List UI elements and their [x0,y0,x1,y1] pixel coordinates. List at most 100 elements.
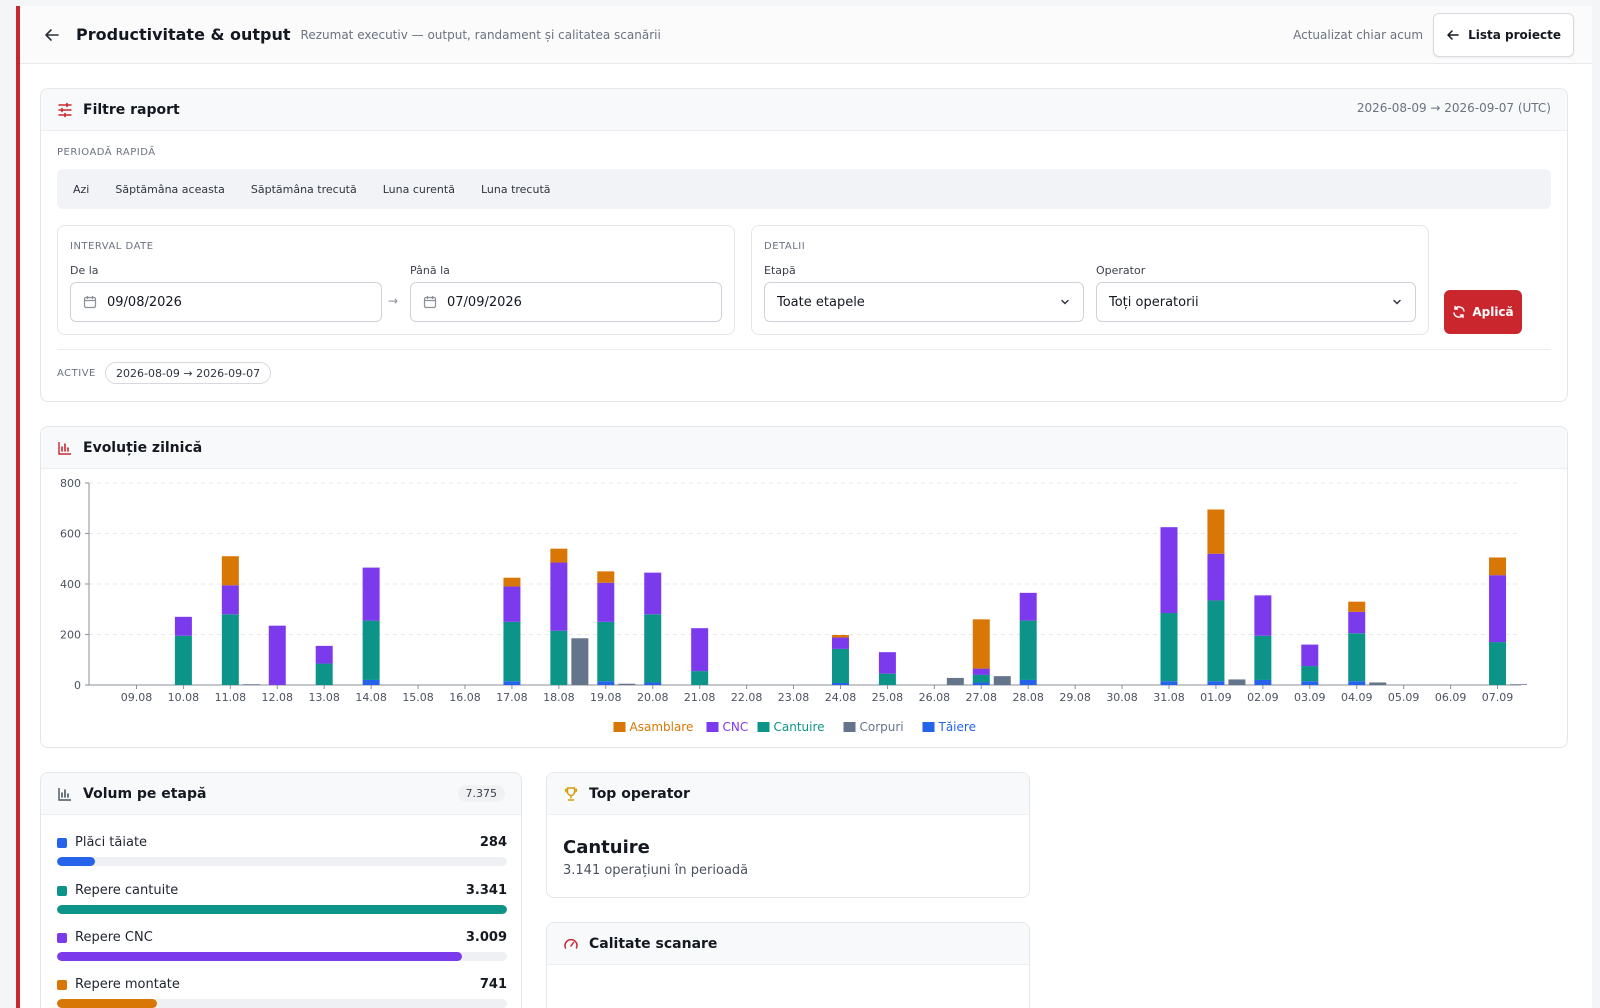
bar-segment [1489,557,1507,576]
bar-segment [878,652,896,674]
bar-segment [691,671,709,685]
volume-progress-fill [57,857,96,866]
daily-evolution-title: Evoluție zilnică [83,439,203,456]
filters-card: Filtre raport 2026-08-09 → 2026-09-07 (U… [40,88,1568,402]
updated-status: Actualizat chiar acum [1293,27,1424,42]
daily-evolution-header: Evoluție zilnică [41,427,1567,469]
legend-swatch [706,722,719,732]
active-filter-chip[interactable]: 2026-08-09 → 2026-09-07 [105,362,272,384]
volume-item-label: Repere CNC [75,930,153,945]
bar-segment [1019,679,1037,685]
x-tick-label: 07.09 [1482,691,1514,704]
quick-period-bar: Azi Săptămâna aceasta Săptămâna trecută … [57,169,1551,209]
bar-segment [597,681,615,685]
quick-last-month-button[interactable]: Luna trecută [480,182,551,196]
volume-total-badge: 7.375 [457,785,505,802]
quick-this-week-button[interactable]: Săptămâna aceasta [115,182,225,196]
x-tick-label: 10.08 [168,691,200,704]
volume-item: Repere CNC 3.009 [57,930,507,961]
x-tick-label: 24.08 [825,691,857,704]
volume-swatch [57,837,67,848]
active-caption: ACTIVE [57,368,96,379]
app-window: Productivitate & output Rezumat executiv… [16,6,1592,1008]
x-tick-label: 28.08 [1012,691,1043,704]
bar-segment [174,616,192,636]
volume-header: Volum pe etapă [41,773,521,815]
bar-segment [503,577,521,587]
bar-segment [1254,635,1272,680]
legend-label: Cantuire [774,720,825,734]
bar-segment [221,556,239,586]
bar-segment [315,645,333,664]
y-tick-label: 0 [74,679,81,692]
details-group: DETALII Etapă Toate etapele Operator Toț… [751,225,1429,335]
x-tick-label: 03.09 [1294,691,1326,704]
quick-today-button[interactable]: Azi [73,182,90,196]
y-tick-label: 400 [60,578,81,591]
to-label: Până la [410,264,450,277]
bar-segment [831,648,849,683]
bar-segment [1207,509,1225,554]
bar-segment [571,638,589,685]
x-tick-label: 19.08 [590,691,622,704]
bar-segment [1207,600,1225,682]
volume-item-value: 741 [479,977,507,992]
x-tick-label: 02.09 [1247,691,1279,704]
back-arrow-icon[interactable] [40,23,64,47]
x-tick-label: 11.08 [215,691,247,704]
from-date-input[interactable]: 09/08/2026 [70,282,382,322]
bar-segment [550,630,568,685]
volume-item: Repere cantuite 3.341 [57,883,507,914]
bar-segment [972,668,990,675]
projects-list-label: Lista proiecte [1468,27,1561,42]
quick-period-caption: PERIOADĂ RAPIDĂ [57,147,156,158]
bar-segment [242,684,260,685]
legend-label: Corpuri [860,720,904,734]
bar-chart-icon [58,787,71,801]
x-tick-label: 17.08 [496,691,528,704]
legend-label: Asamblare [630,720,694,734]
volume-progress-track [57,952,507,961]
bar-segment [362,679,380,685]
bar-segment [1301,644,1319,667]
volume-progress-fill [57,905,507,914]
top-operator-header: Top operator [547,773,1029,815]
stage-select[interactable]: Toate etapele [764,282,1084,322]
volume-item-value: 284 [479,835,507,850]
operator-select-value: Toți operatorii [1109,294,1199,310]
quick-this-month-button[interactable]: Luna curentă [382,182,455,196]
bar-segment [503,586,521,622]
scan-quality-title: Calitate scanare [589,935,718,952]
volume-swatch [57,932,67,943]
volume-progress-fill [57,952,462,961]
operator-select[interactable]: Toți operatorii [1096,282,1416,322]
range-display: 2026-08-09 → 2026-09-07 (UTC) [1356,101,1551,115]
x-tick-label: 26.08 [919,691,951,704]
projects-list-button[interactable]: Lista proiecte [1433,12,1574,57]
bar-segment [946,677,964,685]
x-tick-label: 31.08 [1153,691,1185,704]
bar-segment [993,676,1011,685]
volume-item: Repere montate 741 [57,977,507,1008]
bar-segment [315,663,333,685]
page-subtitle: Rezumat executiv — output, randament și … [300,27,661,42]
bar-segment [972,674,990,683]
quick-last-week-button[interactable]: Săptămâna trecută [250,182,357,196]
x-tick-label: 14.08 [355,691,387,704]
daily-evolution-chart: 0 200 400 600 800 09.08 10.08 11.08 12.08 13.08 14… [60,477,1528,734]
volume-item-label: Plăci tăiate [75,835,148,850]
sliders-icon [58,102,72,117]
bar-segment [1019,592,1037,621]
bar-segment [831,635,849,638]
bar-segment [618,683,636,685]
x-tick-label: 04.09 [1341,691,1373,704]
to-date-input[interactable]: 07/09/2026 [410,282,722,322]
bar-segment [1301,681,1319,685]
top-operator-subtitle: 3.141 operațiuni în perioadă [563,863,749,878]
bar-chart-icon [58,441,71,455]
bar-segment [1254,679,1272,685]
bar-segment [550,548,568,563]
bar-segment [972,619,990,669]
bar-segment [268,625,286,685]
apply-button[interactable]: Aplică [1444,290,1522,334]
